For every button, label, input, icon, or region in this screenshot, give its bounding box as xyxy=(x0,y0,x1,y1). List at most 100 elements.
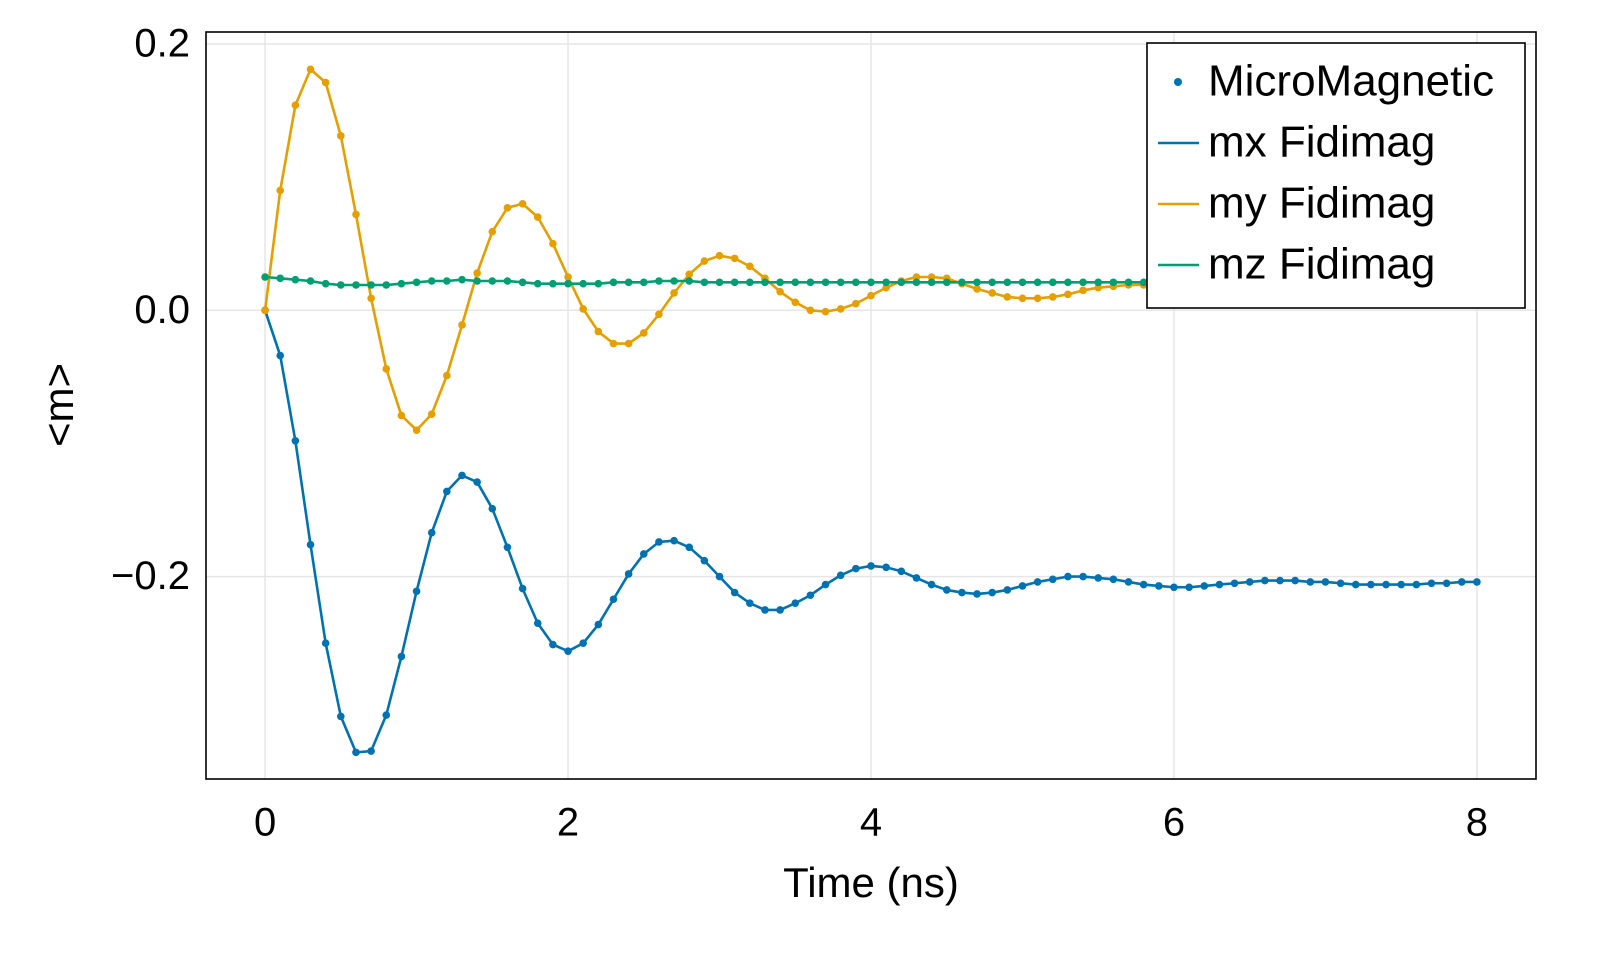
scatter-point xyxy=(352,210,360,219)
scatter-point xyxy=(806,278,815,287)
scatter-point xyxy=(927,580,936,589)
scatter-point xyxy=(503,203,512,212)
x-tick-label: 0 xyxy=(254,801,276,845)
scatter-point xyxy=(579,305,587,313)
scatter-point xyxy=(1427,579,1436,588)
y-tick-label: 0.0 xyxy=(134,288,190,332)
scatter-point xyxy=(988,278,996,287)
scatter-point xyxy=(594,279,603,288)
scatter-point xyxy=(973,278,981,287)
scatter-point xyxy=(261,273,269,281)
scatter-point xyxy=(1003,586,1012,594)
scatter-point xyxy=(1109,575,1118,584)
legend-marker xyxy=(1174,78,1182,86)
scatter-point xyxy=(397,411,406,420)
scatter-point xyxy=(382,281,391,289)
scatter-point xyxy=(776,287,784,296)
scatter-point xyxy=(564,647,572,655)
scatter-point xyxy=(1321,578,1330,586)
x-tick-label: 2 xyxy=(557,801,579,845)
scatter-point xyxy=(867,562,875,570)
legend-box xyxy=(1146,42,1526,309)
scatter-point xyxy=(1003,278,1012,287)
scatter-point xyxy=(458,471,466,480)
scatter-point xyxy=(1094,574,1103,582)
scatter-point xyxy=(730,278,739,287)
scatter-point xyxy=(549,640,557,649)
scatter-point xyxy=(337,712,345,721)
scatter-point xyxy=(321,639,330,647)
scatter-point xyxy=(988,588,996,597)
scatter-point xyxy=(473,269,481,277)
scatter-point xyxy=(1457,578,1466,586)
scatter-point xyxy=(533,213,542,221)
scatter-point xyxy=(382,365,391,373)
scatter-point xyxy=(958,588,966,597)
scatter-point xyxy=(730,254,739,263)
scatter-point xyxy=(1382,580,1390,589)
scatter-point xyxy=(1442,579,1451,588)
scatter-point xyxy=(1215,580,1224,589)
scatter-point xyxy=(882,283,890,292)
scatter-point xyxy=(321,279,330,288)
scatter-point xyxy=(821,580,830,589)
x-tick-label: 8 xyxy=(1466,801,1488,845)
scatter-point xyxy=(1306,578,1315,586)
scatter-point xyxy=(1079,286,1087,295)
scatter-point xyxy=(533,619,542,628)
scatter-point xyxy=(1336,579,1345,588)
scatter-point xyxy=(458,321,466,329)
scatter-point xyxy=(609,595,618,604)
scatter-point xyxy=(1124,278,1133,287)
scatter-point xyxy=(1124,578,1133,586)
scatter-point xyxy=(685,543,694,552)
scatter-point xyxy=(852,278,860,287)
scatter-point xyxy=(427,410,436,418)
scatter-point xyxy=(973,590,981,598)
scatter-point xyxy=(306,277,315,285)
scatter-point xyxy=(397,652,406,661)
scatter-point xyxy=(1245,578,1254,586)
scatter-point xyxy=(624,570,633,578)
scatter-point xyxy=(1003,293,1012,301)
scatter-point xyxy=(306,540,315,549)
scatter-point xyxy=(367,294,375,303)
x-axis-label: Time (ns) xyxy=(783,859,959,906)
scatter-point xyxy=(912,574,921,582)
scatter-point xyxy=(564,273,572,281)
scatter-point xyxy=(746,278,754,287)
scatter-point xyxy=(503,543,512,552)
scatter-point xyxy=(427,528,436,537)
scatter-point xyxy=(321,78,330,87)
scatter-point xyxy=(579,639,587,647)
scatter-point xyxy=(882,278,890,287)
scatter-point xyxy=(746,262,754,271)
axis-frame xyxy=(205,31,1537,780)
scatter-point xyxy=(685,277,694,285)
scatter-point xyxy=(488,504,497,513)
scatter-point xyxy=(1473,578,1481,586)
y-tick-label: −0.2 xyxy=(111,554,190,598)
scatter-point xyxy=(655,538,663,546)
scatter-point xyxy=(912,273,921,281)
scatter-point xyxy=(942,278,951,287)
scatter-point xyxy=(427,277,436,285)
scatter-point xyxy=(852,299,860,308)
scatter-point xyxy=(1048,278,1057,287)
scatter-point xyxy=(564,279,572,288)
scatter-point xyxy=(897,278,906,287)
legend-label: mx Fidimag xyxy=(1208,118,1435,167)
scatter-point xyxy=(1230,579,1239,588)
scatter-point xyxy=(791,278,800,287)
scatter-point xyxy=(1261,576,1269,585)
scatter-point xyxy=(337,281,345,289)
scatter-point xyxy=(791,599,800,608)
scatter-point xyxy=(609,339,618,348)
scatter-point xyxy=(700,257,709,265)
scatter-point xyxy=(518,584,527,593)
scatter-point xyxy=(867,291,875,300)
scatter-point xyxy=(639,329,648,337)
scatter-point xyxy=(1018,278,1027,287)
scatter-point xyxy=(836,305,845,313)
